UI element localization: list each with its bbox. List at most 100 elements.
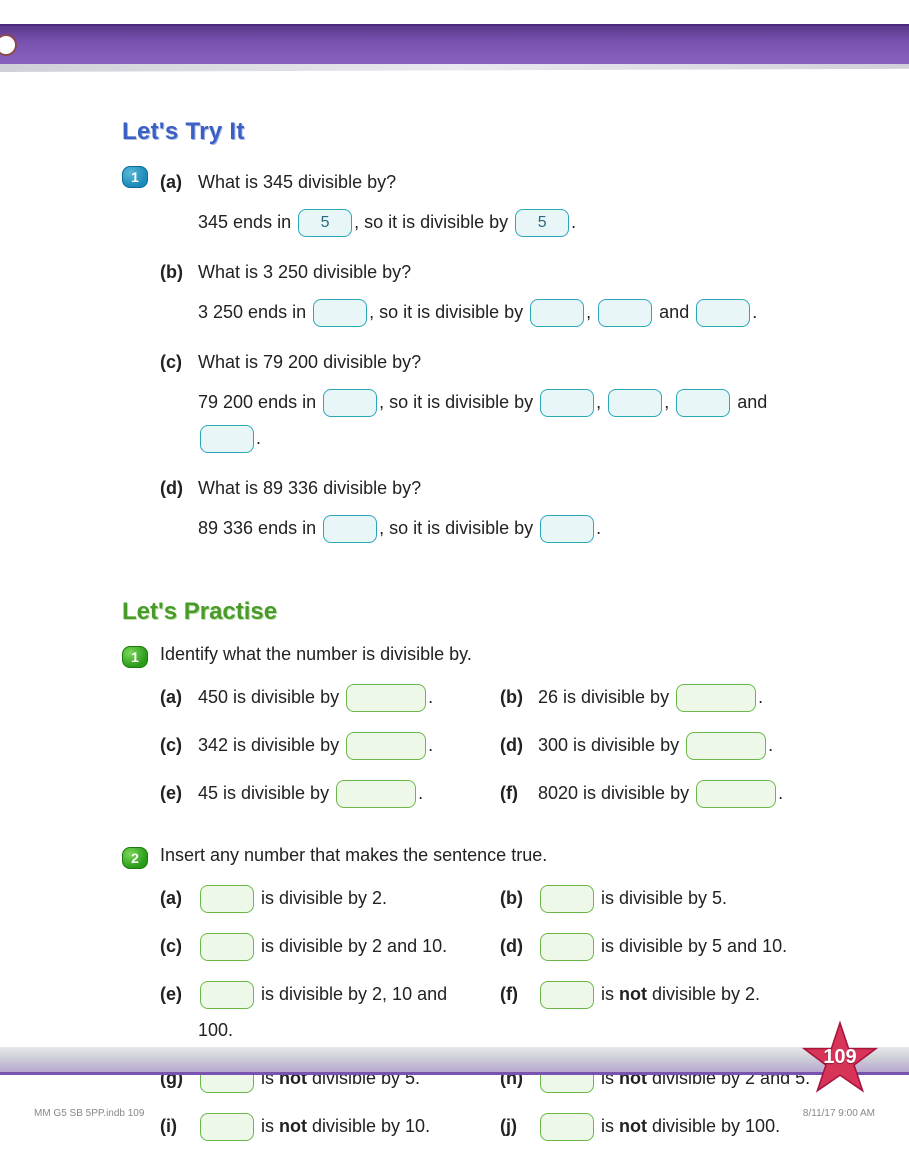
question-text: What is 345 divisible by? <box>198 164 822 200</box>
answer-blank[interactable] <box>200 885 254 913</box>
question-badge: 1 <box>122 646 148 668</box>
text: 342 is divisible by . <box>198 727 482 763</box>
footer-left-text: MM G5 SB 5PP.indb 109 <box>34 1108 144 1119</box>
text: . <box>596 518 601 538</box>
text: 450 is divisible by . <box>198 679 482 715</box>
practise-q1: 1 Identify what the number is divisible … <box>122 644 822 817</box>
part-label: (d) <box>500 727 538 763</box>
lets-try-it-heading: Let's Try It <box>122 118 822 146</box>
text: 300 is divisible by . <box>538 727 822 763</box>
answer-blank[interactable] <box>676 389 730 417</box>
list-item: (e)45 is divisible by . <box>160 775 482 811</box>
answer-blank[interactable] <box>540 885 594 913</box>
part-label: (c) <box>160 344 198 380</box>
part-label: (e) <box>160 775 198 811</box>
part-label: (b) <box>500 679 538 715</box>
answer-blank[interactable] <box>200 981 254 1009</box>
answer-blank[interactable] <box>200 425 254 453</box>
part-a: (a) What is 345 divisible by? 345 ends i… <box>160 164 822 244</box>
answer-blank[interactable] <box>530 299 584 327</box>
answer-blank[interactable]: 5 <box>515 209 569 237</box>
text: is divisible by 2, 10 and 100. <box>198 976 482 1048</box>
part-label: (d) <box>160 470 198 506</box>
text: is divisible by 2. <box>198 880 482 916</box>
text: , so it is divisible by <box>379 518 538 538</box>
part-label: (f) <box>500 976 538 1012</box>
part-label: (a) <box>160 164 198 200</box>
answer-blank[interactable]: 5 <box>298 209 352 237</box>
text: 45 is divisible by . <box>198 775 482 811</box>
answer-blank[interactable] <box>676 684 756 712</box>
list-item: (f) is not divisible by 2. <box>500 976 822 1048</box>
list-item: (f)8020 is divisible by . <box>500 775 822 811</box>
answer-blank[interactable] <box>686 732 766 760</box>
text: , so it is divisible by <box>379 392 538 412</box>
answer-blank[interactable] <box>540 981 594 1009</box>
page-number-star: 109 <box>801 1019 879 1097</box>
answer-blank[interactable] <box>598 299 652 327</box>
list-item: (d) is divisible by 5 and 10. <box>500 928 822 964</box>
part-label: (e) <box>160 976 198 1012</box>
text: 345 ends in <box>198 212 296 232</box>
part-label: (b) <box>500 880 538 916</box>
answer-blank[interactable] <box>540 933 594 961</box>
answer-blank[interactable] <box>346 732 426 760</box>
list-item: (a)450 is divisible by . <box>160 679 482 715</box>
part-label: (a) <box>160 679 198 715</box>
text: is not divisible by 2. <box>538 976 822 1012</box>
text: and <box>654 302 694 322</box>
practise-q2: 2 Insert any number that makes the sente… <box>122 845 822 1150</box>
part-d: (d) What is 89 336 divisible by? 89 336 … <box>160 470 822 550</box>
answer-blank[interactable] <box>313 299 367 327</box>
text: . <box>571 212 576 232</box>
answer-blank[interactable] <box>696 299 750 327</box>
list-item: (b) is divisible by 5. <box>500 880 822 916</box>
part-label: (d) <box>500 928 538 964</box>
answer-blank[interactable] <box>540 515 594 543</box>
text: 3 250 ends in <box>198 302 311 322</box>
part-b: (b) What is 3 250 divisible by? 3 250 en… <box>160 254 822 334</box>
text: . <box>256 428 261 448</box>
list-item: (c)342 is divisible by . <box>160 727 482 763</box>
answer-blank[interactable] <box>336 780 416 808</box>
answer-blank[interactable] <box>323 389 377 417</box>
list-item: (a) is divisible by 2. <box>160 880 482 916</box>
list-item: (d)300 is divisible by . <box>500 727 822 763</box>
text: is divisible by 2 and 10. <box>198 928 482 964</box>
list-item: (c) is divisible by 2 and 10. <box>160 928 482 964</box>
question-text: What is 3 250 divisible by? <box>198 254 822 290</box>
answer-blank[interactable] <box>540 389 594 417</box>
question-badge: 1 <box>122 166 148 188</box>
answer-blank[interactable] <box>323 515 377 543</box>
question-text: What is 89 336 divisible by? <box>198 470 822 506</box>
practise-1-grid: (a)450 is divisible by . (b)26 is divisib… <box>160 679 822 817</box>
text: 79 200 ends in <box>198 392 321 412</box>
footer-right-text: 8/11/17 9:00 AM <box>803 1108 875 1119</box>
try-q1: 1 (a) What is 345 divisible by? 345 ends… <box>122 164 822 560</box>
question-text: What is 79 200 divisible by? <box>198 344 822 380</box>
part-label: (c) <box>160 727 198 763</box>
answer-blank[interactable] <box>696 780 776 808</box>
list-item: (b)26 is divisible by . <box>500 679 822 715</box>
answer-line: 345 ends in 5, so it is divisible by 5. <box>198 204 822 240</box>
answer-blank[interactable] <box>608 389 662 417</box>
text: , so it is divisible by <box>369 302 528 322</box>
part-c: (c) What is 79 200 divisible by? 79 200 … <box>160 344 822 460</box>
part-label: (c) <box>160 928 198 964</box>
part-label: (b) <box>160 254 198 290</box>
text: is divisible by 5 and 10. <box>538 928 822 964</box>
answer-line: 3 250 ends in , so it is divisible by , … <box>198 294 822 330</box>
lets-practise-heading: Let's Practise <box>122 598 822 626</box>
top-banner <box>0 24 909 68</box>
answer-blank[interactable] <box>346 684 426 712</box>
prompt-text: Insert any number that makes the sentenc… <box>160 845 822 866</box>
answer-line: 89 336 ends in , so it is divisible by . <box>198 510 822 546</box>
page-number: 109 <box>823 1046 856 1069</box>
list-item: (e) is divisible by 2, 10 and 100. <box>160 976 482 1048</box>
text: , <box>596 392 606 412</box>
footer-meta: MM G5 SB 5PP.indb 109 8/11/17 9:00 AM <box>34 1108 875 1119</box>
text: , <box>586 302 596 322</box>
text: 8020 is divisible by . <box>538 775 822 811</box>
answer-blank[interactable] <box>200 933 254 961</box>
part-label: (a) <box>160 880 198 916</box>
